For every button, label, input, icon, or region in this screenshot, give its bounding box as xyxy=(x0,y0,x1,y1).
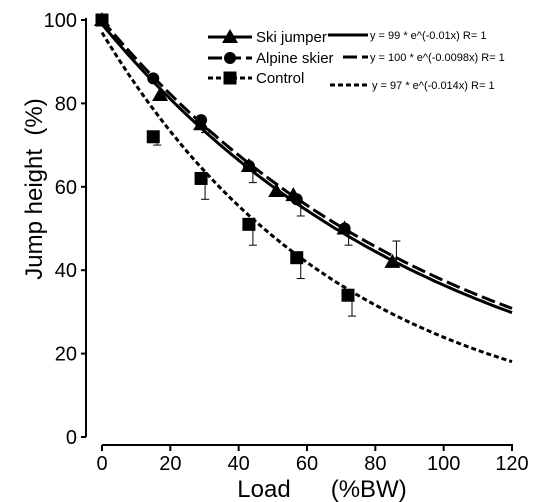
fit-curve xyxy=(100,23,513,315)
circle-marker xyxy=(290,193,303,206)
x-tick-label: 40 xyxy=(228,453,250,475)
x-tick-label: 0 xyxy=(96,453,107,475)
triangle-marker xyxy=(384,253,401,268)
x-tick-label: 120 xyxy=(495,453,528,475)
y-axis-title: Jump height (%) xyxy=(21,98,48,279)
square-marker xyxy=(290,251,304,265)
circle-marker xyxy=(338,222,351,235)
axes: 0 20 40 60 80 100 0 20 40 60 80 100 120 xyxy=(44,10,529,475)
y-tick-label: 100 xyxy=(44,10,77,32)
circle-marker xyxy=(242,159,255,172)
circle-marker xyxy=(147,72,160,85)
y-tick-label: 40 xyxy=(55,260,77,282)
error-bars xyxy=(153,120,401,317)
y-tick-label: 80 xyxy=(55,93,77,115)
y-tick-label: 60 xyxy=(55,177,77,199)
square-marker xyxy=(341,288,355,302)
legend-marker xyxy=(224,52,236,64)
legend-marker xyxy=(223,71,237,85)
y-tick-label: 0 xyxy=(66,427,77,449)
x-tick-label: 80 xyxy=(364,453,386,475)
square-marker xyxy=(242,217,256,231)
legend-label: Control xyxy=(256,70,304,87)
fit-equation: y = 97 * e^(-0.014x) R= 1 xyxy=(372,80,495,92)
triangle-marker xyxy=(152,87,169,102)
x-tick-label: 100 xyxy=(427,453,460,475)
fit-curve xyxy=(100,19,513,310)
circle-marker xyxy=(195,114,208,127)
fit-curves xyxy=(100,19,513,364)
square-marker xyxy=(194,171,208,185)
x-axis-title: Load (%BW) xyxy=(237,476,406,502)
legend-marker xyxy=(222,29,238,43)
triangle-marker xyxy=(268,182,285,197)
fit-equation: y = 100 * e^(-0.0098x) R= 1 xyxy=(370,52,505,64)
fit-equations: y = 99 * e^(-0.01x) R= 1 y = 100 * e^(-0.… xyxy=(328,30,505,92)
x-tick-label: 20 xyxy=(159,453,181,475)
legend-label: Alpine skier xyxy=(256,50,334,67)
square-marker xyxy=(95,13,109,27)
square-marker xyxy=(146,130,160,144)
y-tick-label: 20 xyxy=(55,344,77,366)
x-tick-label: 60 xyxy=(296,453,318,475)
legend: Ski jumper Alpine skier Control xyxy=(208,29,334,87)
fit-equation: y = 99 * e^(-0.01x) R= 1 xyxy=(370,30,486,42)
data-markers xyxy=(94,12,401,302)
legend-label: Ski jumper xyxy=(256,29,327,46)
fit-curve xyxy=(100,31,513,364)
